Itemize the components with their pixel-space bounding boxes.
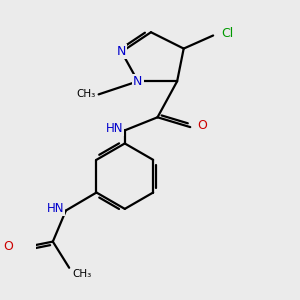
Text: CH₃: CH₃ [73, 269, 92, 279]
Text: Cl: Cl [221, 27, 234, 40]
Text: N: N [133, 75, 142, 88]
Text: O: O [197, 119, 207, 132]
Text: CH₃: CH₃ [76, 89, 95, 99]
Text: HN: HN [47, 202, 64, 215]
Text: O: O [3, 240, 13, 253]
Text: N: N [117, 45, 126, 58]
Text: HN: HN [106, 122, 123, 135]
